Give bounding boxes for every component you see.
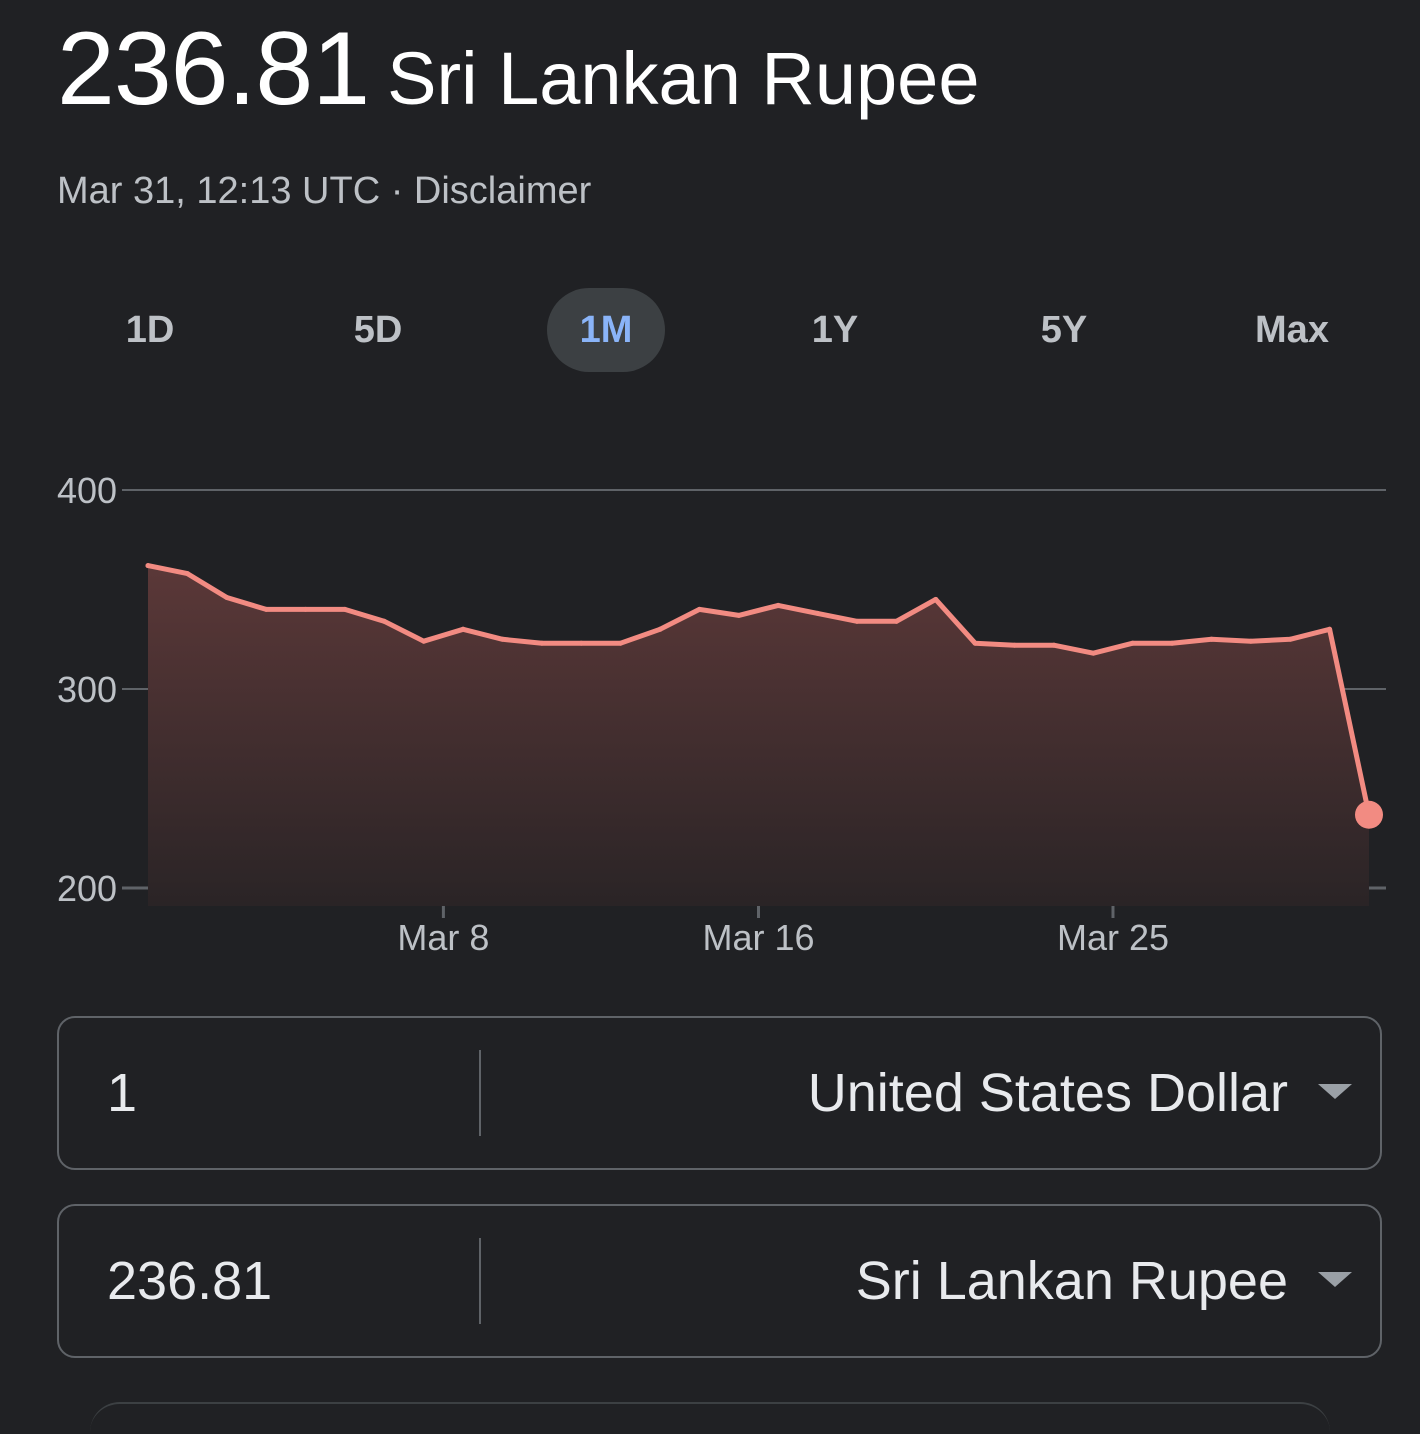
y-tick-label: 400 <box>57 470 117 511</box>
chart-point <box>263 606 269 612</box>
chart-point <box>775 602 781 608</box>
to-currency-select[interactable]: Sri Lankan Rupee <box>855 1251 1288 1311</box>
chart-point <box>1327 626 1333 632</box>
chart-point <box>1090 650 1096 656</box>
to-amount-input[interactable] <box>107 1206 467 1356</box>
chart-series-line <box>145 563 1372 818</box>
converter-divider <box>479 1238 481 1324</box>
converter-divider <box>479 1050 481 1136</box>
from-amount-input[interactable] <box>107 1018 467 1168</box>
chart-point <box>736 612 742 618</box>
chart-point <box>1248 638 1254 644</box>
next-card-edge <box>90 1402 1330 1434</box>
chart-point <box>1208 636 1214 642</box>
chart-point <box>815 610 821 616</box>
rate-header: 236.81 Sri Lankan Rupee <box>57 10 980 129</box>
rate-value: 236.81 <box>57 11 370 127</box>
chart-point <box>184 571 190 577</box>
tab-1d[interactable]: 1D <box>125 309 175 351</box>
rate-currency-name: Sri Lankan Rupee <box>387 37 980 120</box>
chart-point <box>539 640 545 646</box>
chevron-down-icon[interactable] <box>1318 1084 1352 1099</box>
chart-point <box>578 640 584 646</box>
exchange-rate-chart[interactable]: 400 300 200 Mar 8 Mar 16 Mar 25 <box>0 440 1420 980</box>
chart-point <box>893 618 899 624</box>
converter-to-row: Sri Lankan Rupee <box>57 1204 1382 1358</box>
x-tick-label: Mar 16 <box>702 917 814 958</box>
chart-y-axis: 400 300 200 <box>57 470 117 909</box>
x-tick-label: Mar 25 <box>1057 917 1169 958</box>
chart-point <box>854 618 860 624</box>
tab-5d[interactable]: 5D <box>353 309 403 351</box>
chart-point <box>145 563 151 569</box>
chart-point <box>972 640 978 646</box>
x-tick-label: Mar 8 <box>397 917 489 958</box>
tab-1m[interactable]: 1M <box>547 288 665 372</box>
from-currency-select[interactable]: United States Dollar <box>807 1063 1288 1123</box>
tab-1y[interactable]: 1Y <box>811 309 859 351</box>
converter-from-row: United States Dollar <box>57 1016 1382 1170</box>
rate-timestamp: Mar 31, 12:13 UTC <box>57 170 381 212</box>
chart-points <box>145 563 1372 818</box>
chart-point <box>618 640 624 646</box>
tab-5y[interactable]: 5Y <box>1040 309 1088 351</box>
chart-point <box>1287 636 1293 642</box>
meta-separator: · <box>380 170 414 212</box>
chart-point <box>933 596 939 602</box>
chart-point <box>421 638 427 644</box>
chart-area-fill <box>148 565 1369 906</box>
chart-point <box>1051 642 1057 648</box>
disclaimer-link[interactable]: Disclaimer <box>413 170 592 212</box>
chart-point <box>303 606 309 612</box>
chart-last-point-marker <box>1355 800 1383 829</box>
chart-point <box>1130 640 1136 646</box>
chart-point <box>1012 642 1018 648</box>
chart-point <box>657 626 663 632</box>
chart-point <box>696 606 702 612</box>
chart-point <box>460 626 466 632</box>
tab-max[interactable]: Max <box>1255 309 1329 351</box>
chevron-down-icon[interactable] <box>1318 1272 1352 1287</box>
chart-point <box>1169 640 1175 646</box>
chart-point <box>224 594 230 600</box>
chart-point <box>342 606 348 612</box>
chart-point <box>381 618 387 624</box>
y-tick-label: 300 <box>57 669 117 710</box>
y-tick-label: 200 <box>57 868 117 909</box>
rate-meta: Mar 31, 12:13 UTC · Disclaimer <box>57 170 591 213</box>
time-range-tabs: 1D 5D 1M 1Y 5Y Max <box>35 288 1407 372</box>
chart-point <box>499 636 505 642</box>
